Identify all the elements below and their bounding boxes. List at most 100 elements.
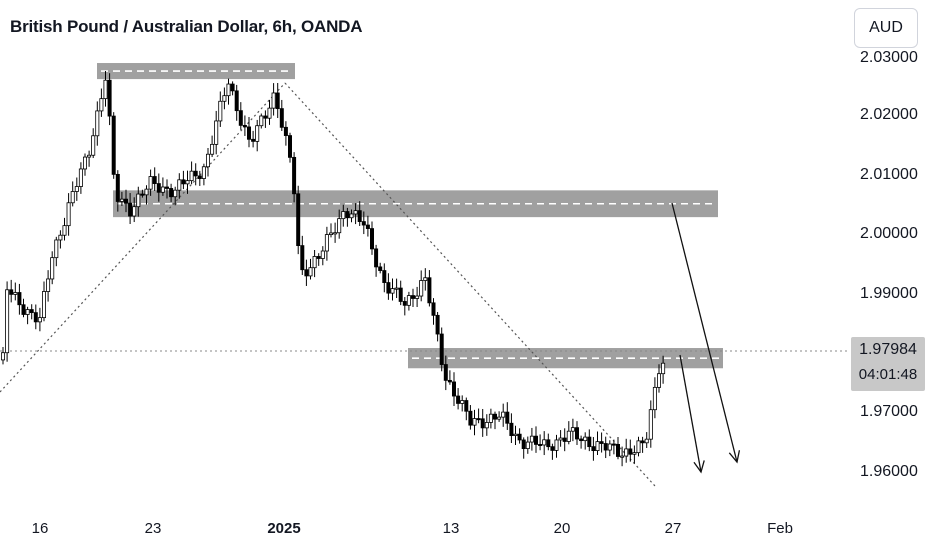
projection-arrowhead bbox=[728, 450, 741, 464]
y-tick-partial: 2.03000 bbox=[860, 49, 918, 66]
candle bbox=[189, 170, 194, 182]
candle bbox=[177, 179, 182, 191]
candle bbox=[361, 221, 366, 226]
candle bbox=[657, 373, 662, 388]
candle bbox=[570, 427, 575, 432]
candle bbox=[419, 280, 424, 297]
candle bbox=[554, 439, 559, 451]
candle bbox=[624, 448, 629, 457]
x-tick: 27 bbox=[665, 520, 682, 537]
currency-badge[interactable]: AUD bbox=[854, 8, 918, 48]
x-tick: 16 bbox=[32, 520, 49, 537]
candle bbox=[353, 210, 358, 215]
candle bbox=[279, 108, 284, 128]
candle bbox=[468, 410, 473, 426]
candle bbox=[538, 444, 543, 447]
candle bbox=[529, 435, 534, 443]
candle bbox=[558, 437, 563, 441]
y-tick: 1.96000 bbox=[860, 463, 918, 480]
candle bbox=[521, 439, 526, 450]
candle bbox=[242, 124, 247, 128]
candle bbox=[636, 440, 641, 454]
candle bbox=[283, 126, 288, 136]
projection-arrowhead bbox=[693, 460, 705, 474]
candle bbox=[369, 228, 374, 250]
candle bbox=[37, 317, 42, 323]
candle bbox=[333, 232, 338, 235]
candle bbox=[160, 186, 165, 193]
candle bbox=[661, 362, 666, 375]
x-tick: Feb bbox=[767, 520, 793, 537]
candle bbox=[263, 115, 268, 119]
candle bbox=[62, 225, 67, 236]
candle bbox=[255, 125, 260, 142]
y-tick: 2.00000 bbox=[860, 225, 918, 242]
candle bbox=[492, 413, 497, 420]
candle bbox=[308, 267, 313, 277]
candle bbox=[398, 287, 403, 302]
candle bbox=[349, 213, 354, 219]
last-price-tag: 1.97984 04:01:48 bbox=[851, 337, 925, 391]
candle bbox=[505, 411, 510, 424]
candle bbox=[447, 379, 452, 383]
x-tick: 23 bbox=[145, 520, 162, 537]
candle bbox=[54, 239, 59, 259]
candle bbox=[517, 433, 522, 441]
candle bbox=[345, 211, 350, 219]
candle bbox=[214, 120, 219, 145]
candle bbox=[193, 170, 198, 177]
candle bbox=[456, 395, 461, 404]
candle bbox=[575, 427, 580, 440]
candle bbox=[91, 135, 96, 156]
candle bbox=[476, 418, 481, 421]
candle bbox=[251, 138, 256, 142]
candle bbox=[25, 309, 30, 315]
last-price-value: 1.97984 bbox=[859, 341, 917, 358]
candle bbox=[17, 292, 22, 306]
candle bbox=[501, 411, 506, 418]
axis-layer: 2.03000 2.02000 2.01000 2.00000 1.99000 … bbox=[32, 49, 918, 537]
candle bbox=[152, 176, 157, 184]
candle bbox=[169, 188, 174, 198]
x-tick: 2025 bbox=[267, 520, 300, 537]
candle bbox=[534, 435, 539, 445]
candle bbox=[5, 289, 10, 354]
candle bbox=[566, 430, 571, 442]
candle bbox=[324, 234, 329, 252]
rising-trendline bbox=[0, 82, 286, 393]
candle bbox=[210, 143, 215, 155]
candle bbox=[652, 386, 657, 411]
candle bbox=[185, 180, 190, 185]
candle bbox=[550, 446, 555, 451]
candle bbox=[9, 289, 14, 295]
candle bbox=[148, 176, 153, 190]
candle bbox=[616, 444, 621, 457]
candle bbox=[591, 446, 596, 452]
candle bbox=[542, 439, 547, 446]
candle bbox=[181, 179, 186, 185]
x-tick: 20 bbox=[554, 520, 571, 537]
candle bbox=[99, 98, 104, 112]
candle bbox=[78, 168, 83, 187]
candle bbox=[316, 256, 321, 259]
candle bbox=[128, 202, 133, 217]
candle bbox=[111, 115, 116, 175]
candle bbox=[140, 193, 145, 196]
candle bbox=[230, 83, 235, 92]
candle bbox=[599, 441, 604, 444]
y-tick: 2.01000 bbox=[860, 166, 918, 183]
candle bbox=[464, 400, 469, 412]
candle bbox=[320, 250, 325, 259]
candle bbox=[29, 309, 34, 314]
candle bbox=[275, 92, 280, 110]
candle bbox=[271, 92, 276, 109]
candle bbox=[423, 277, 428, 281]
candle bbox=[390, 288, 395, 294]
candle bbox=[87, 154, 92, 158]
candle bbox=[292, 156, 297, 195]
candle bbox=[21, 304, 26, 315]
candle bbox=[259, 115, 264, 127]
candle bbox=[525, 441, 530, 450]
projection-arrow bbox=[679, 354, 702, 473]
